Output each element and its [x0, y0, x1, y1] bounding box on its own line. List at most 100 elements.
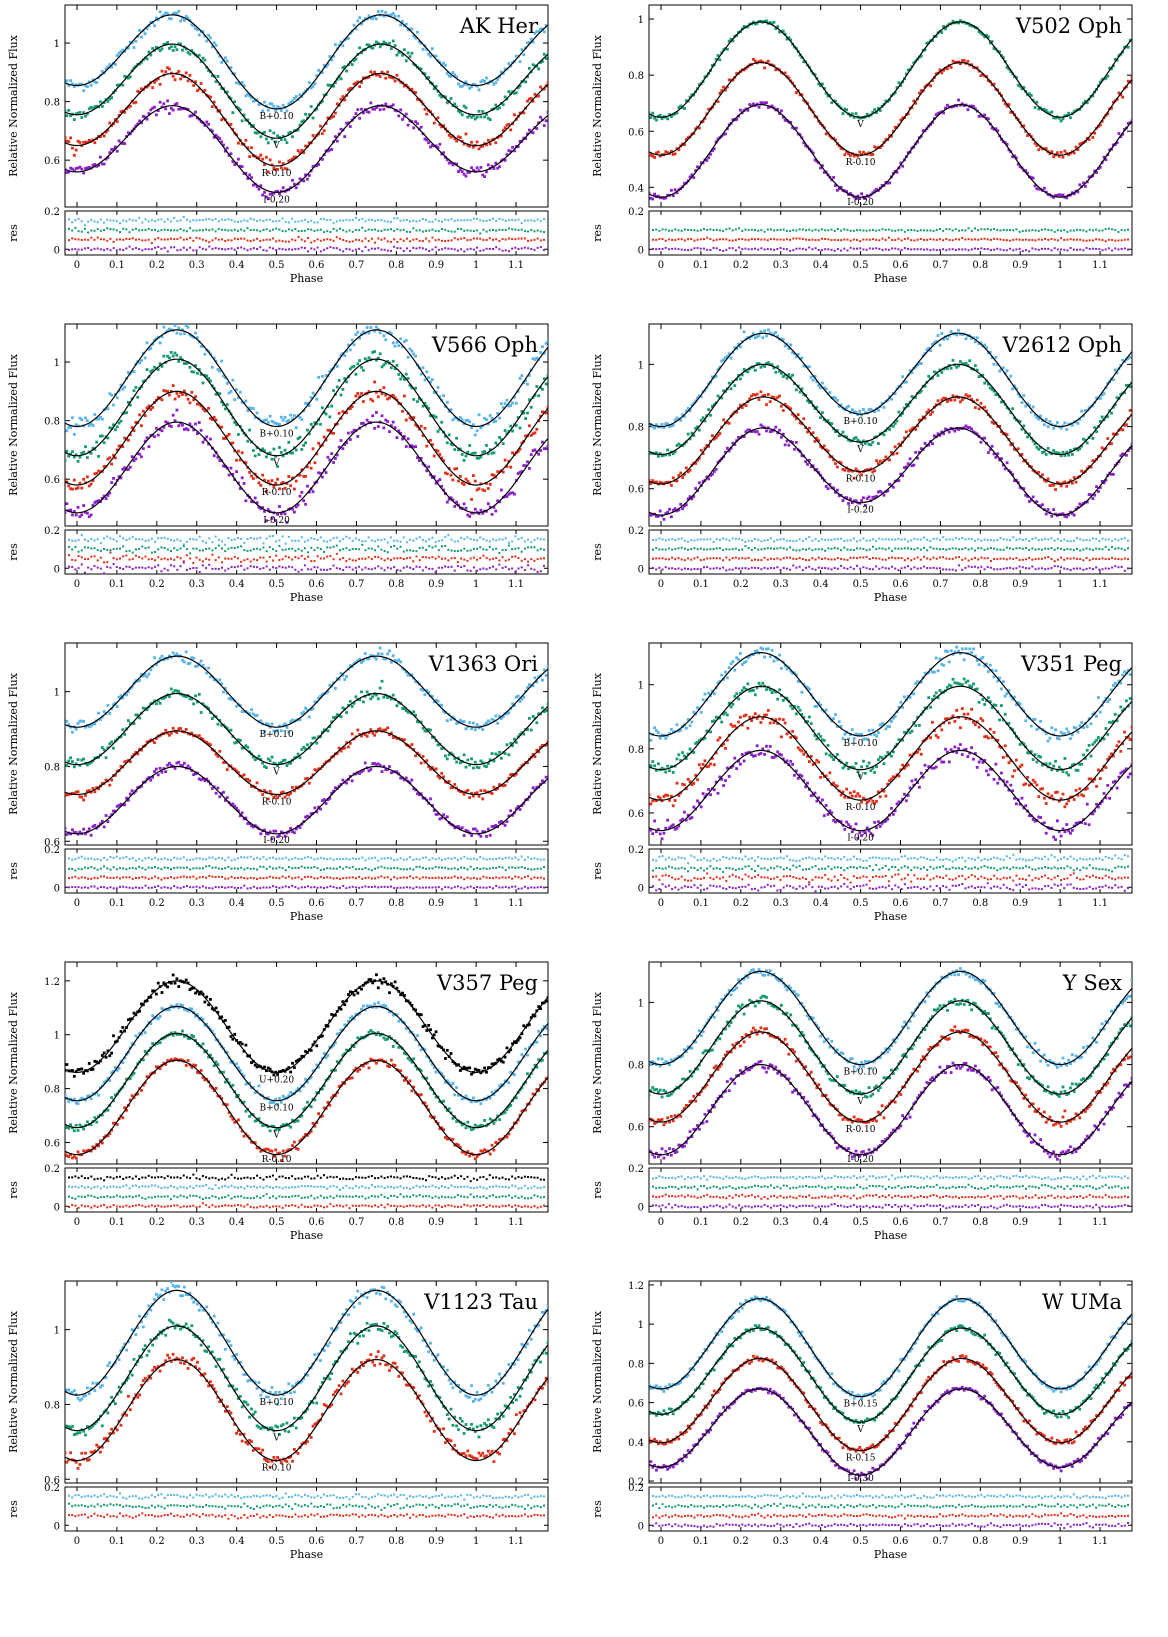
data-point [481, 144, 485, 148]
data-point [367, 75, 371, 79]
data-point [429, 380, 432, 384]
data-point [168, 327, 171, 331]
residual-point [922, 238, 925, 241]
residual-point [303, 229, 306, 232]
data-point [951, 19, 955, 23]
residual-point [712, 239, 715, 242]
residual-point [993, 237, 996, 240]
data-point [352, 343, 356, 347]
residual-point [520, 566, 523, 569]
data-point [369, 70, 373, 74]
data-point [285, 520, 289, 524]
residual-point [1005, 249, 1008, 252]
data-point [278, 446, 281, 449]
data-point [524, 379, 528, 383]
data-point [72, 118, 76, 121]
data-point [168, 112, 171, 115]
residual-point [437, 238, 440, 241]
residual-point [507, 541, 510, 544]
residual-point [201, 549, 204, 552]
residual-point [163, 557, 166, 560]
data-point [378, 45, 382, 49]
data-point [852, 115, 856, 119]
residual-point [543, 564, 546, 567]
x-tick-label: 0.3 [189, 260, 205, 271]
data-point [438, 142, 442, 146]
data-point [436, 430, 440, 433]
data-point [1059, 150, 1063, 154]
data-point [354, 372, 358, 376]
residual-point [479, 249, 482, 252]
x-tick-label: 1.1 [1092, 579, 1108, 590]
data-point [955, 104, 959, 108]
data-point [449, 135, 453, 139]
residual-point [163, 567, 166, 570]
data-point [718, 91, 722, 95]
data-point [430, 144, 434, 147]
residual-point [93, 565, 96, 568]
residual-point [977, 238, 980, 241]
residual-point [680, 248, 683, 251]
residual-point [942, 248, 945, 251]
residual-point [374, 540, 377, 543]
residual-point [160, 229, 163, 232]
data-point [483, 175, 486, 179]
residual-point [440, 220, 443, 223]
residual-point [354, 559, 357, 562]
residual-point [868, 247, 871, 250]
data-point [1052, 155, 1056, 159]
data-point [324, 65, 328, 69]
data-point [494, 141, 498, 145]
residual-point [1079, 238, 1082, 241]
residual-point [252, 228, 255, 231]
residual-point [297, 557, 300, 560]
data-point [154, 78, 158, 82]
data-point [1061, 155, 1065, 159]
data-point [209, 95, 212, 99]
residual-point [252, 548, 255, 551]
data-point [1072, 110, 1076, 114]
data-point [393, 344, 397, 348]
data-point [91, 503, 95, 507]
data-point [419, 125, 423, 129]
data-point [356, 362, 360, 366]
residual-point [431, 220, 434, 223]
model-curve [65, 390, 548, 486]
data-point [539, 386, 542, 389]
residual-point [217, 220, 220, 223]
residual-point [894, 239, 897, 242]
data-point [285, 141, 289, 145]
data-point [498, 165, 501, 169]
residual-point [747, 238, 750, 241]
data-point [99, 155, 102, 159]
residual-point [501, 237, 504, 240]
data-point [127, 400, 130, 404]
data-point [759, 101, 763, 104]
data-point [479, 115, 483, 119]
residual-point [527, 247, 530, 250]
data-point [72, 169, 76, 173]
residual-point [157, 237, 160, 240]
residual-point [405, 247, 408, 250]
data-point [119, 476, 123, 480]
data-point [177, 107, 181, 111]
data-point [473, 507, 477, 511]
data-point [481, 79, 485, 82]
residual-point [112, 548, 115, 551]
data-point [265, 418, 268, 422]
residual-point [463, 547, 466, 550]
residual-point [415, 555, 418, 558]
x-tick-label: 0.5 [269, 579, 285, 590]
residual-point [374, 567, 377, 570]
data-point [386, 360, 390, 363]
data-point [432, 454, 436, 458]
data-point [475, 84, 479, 88]
data-point [110, 96, 114, 100]
data-point [1052, 116, 1056, 120]
data-point [404, 59, 408, 63]
data-point [361, 111, 365, 115]
data-point [938, 111, 942, 115]
residual-point [103, 537, 106, 540]
residual-point [769, 228, 772, 231]
residual-point [785, 238, 788, 241]
